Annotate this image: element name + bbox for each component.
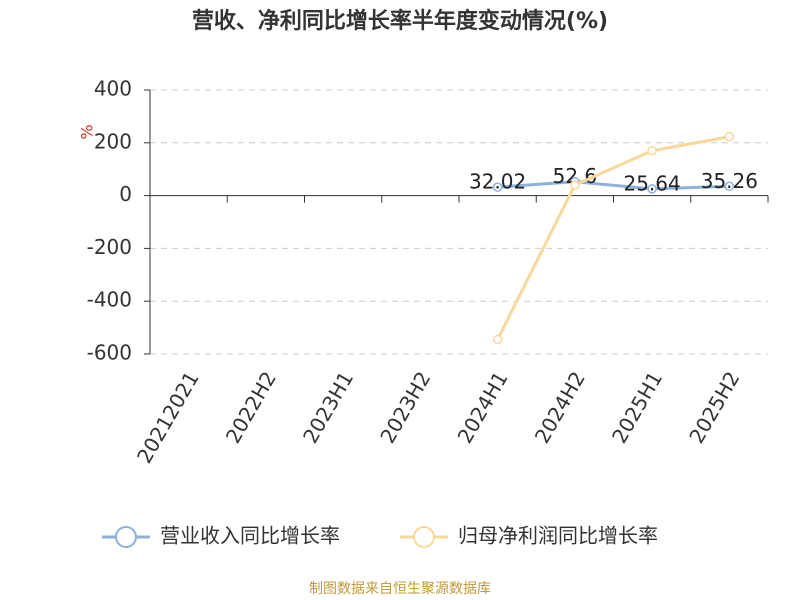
data-point bbox=[492, 334, 503, 345]
data-point bbox=[647, 184, 657, 194]
x-tick-label: 2024H2 bbox=[530, 367, 590, 447]
data-label: 25.64 bbox=[623, 171, 680, 195]
legend-label: 营业收入同比增长率 bbox=[160, 524, 340, 548]
legend-marker bbox=[115, 526, 137, 548]
x-tick-label: 2023H1 bbox=[298, 367, 358, 447]
x-tick-label: 2022H2 bbox=[221, 367, 281, 447]
y-tick-label: 400 bbox=[94, 77, 132, 101]
series-line bbox=[497, 180, 730, 191]
x-tick-label: 2024H1 bbox=[453, 367, 513, 447]
chart-title: 营收、净利同比增长率半年度变动情况(%) bbox=[192, 8, 608, 34]
series-line bbox=[496, 135, 730, 341]
data-point bbox=[570, 180, 580, 190]
x-tick-label: 2023H2 bbox=[375, 367, 435, 447]
x-tick-label: 20212021 bbox=[132, 367, 204, 467]
y-axis-label: % bbox=[78, 124, 97, 139]
y-tick-label: -200 bbox=[87, 235, 132, 259]
data-point bbox=[647, 145, 657, 156]
legend-marker bbox=[413, 526, 435, 548]
data-point bbox=[492, 182, 503, 192]
x-tick-label: 2025H1 bbox=[607, 367, 667, 447]
data-label: 35.26 bbox=[701, 169, 758, 193]
legend-label: 归母净利润同比增长率 bbox=[458, 524, 658, 548]
source: 制图数据来自恒生聚源数据库 bbox=[309, 581, 491, 597]
y-tick-label: -400 bbox=[87, 288, 132, 312]
y-tick-label: 200 bbox=[94, 129, 132, 153]
data-label: 32.02 bbox=[469, 170, 526, 194]
y-tick-label: -600 bbox=[87, 341, 132, 365]
data-point bbox=[724, 181, 735, 192]
y-tick-label: 0 bbox=[119, 182, 132, 206]
x-tick-label: 2025H2 bbox=[684, 367, 744, 447]
data-point bbox=[724, 131, 735, 142]
